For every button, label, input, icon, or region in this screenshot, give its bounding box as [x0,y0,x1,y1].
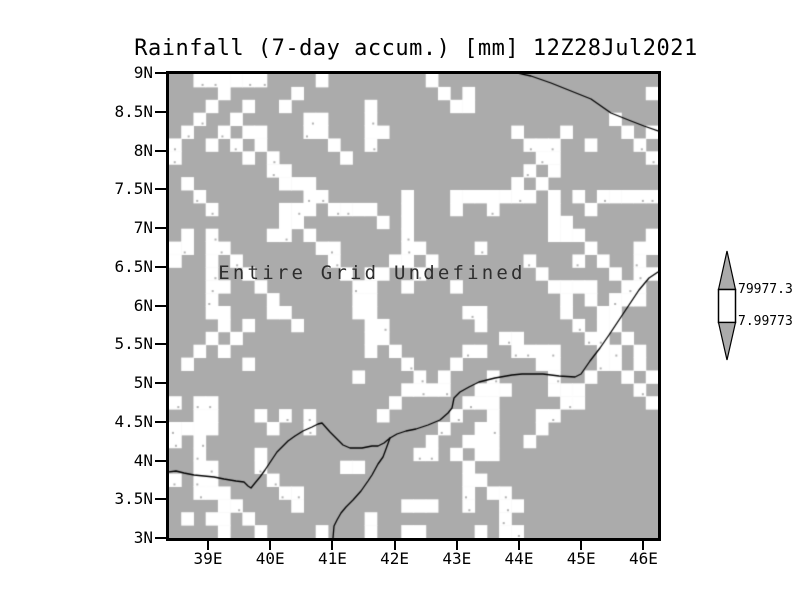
y-tick-label-3.5N: 3.5N [114,489,153,509]
map-canvas [169,74,658,538]
x-tick-42E [393,541,396,550]
y-tick-8N [155,149,166,152]
x-tick-label-46E: 46E [628,549,658,568]
colorbar-mid-band [717,288,737,324]
y-tick-9N [155,72,166,74]
y-tick-label-5.5N: 5.5N [114,334,153,354]
y-tick-label-4N: 4N [133,450,153,470]
x-tick-label-41E: 41E [317,549,347,568]
y-tick-3.5N [155,498,166,501]
y-tick-label-7N: 7N [133,218,153,237]
x-tick-46E [642,541,645,550]
colorbar-lower-arrow [717,321,737,361]
y-tick-label-7.5N: 7.5N [114,179,153,199]
plot-title: Rainfall (7-day accum.) [mm] 12Z28Jul202… [134,36,698,61]
y-tick-8.5N [155,110,166,113]
y-tick-label-5N: 5N [133,373,153,392]
y-tick-label-4.5N: 4.5N [114,411,153,431]
y-tick-4.5N [155,420,166,423]
x-tick-45E [580,541,583,550]
y-tick-5.5N [155,343,166,346]
x-tick-label-39E: 39E [193,549,223,568]
x-tick-44E [518,541,520,550]
y-tick-7.5N [155,188,166,191]
y-tick-5N [155,382,166,384]
y-tick-label-6N: 6N [133,295,153,315]
colorbar [717,250,737,361]
x-tick-label-44E: 44E [504,549,534,568]
x-tick-40E [269,541,272,550]
x-tick-label-45E: 45E [566,549,596,568]
colorbar-upper-label: 79977.3 [738,282,792,297]
undefined-grid-message: Entire Grid Undefined [218,262,526,284]
y-tick-7N [155,227,166,229]
colorbar-lower-label: 7.99773 [738,314,792,329]
x-tick-43E [455,541,458,550]
y-tick-label-8.5N: 8.5N [114,101,153,121]
y-tick-label-6.5N: 6.5N [114,256,153,276]
y-tick-4N [155,459,166,462]
x-tick-label-42E: 42E [380,549,410,568]
x-tick-label-40E: 40E [255,549,285,568]
y-tick-6.5N [155,265,166,268]
y-tick-6N [155,304,166,307]
x-tick-41E [331,541,334,550]
y-tick-3N [155,537,166,539]
y-tick-label-8N: 8N [133,140,153,160]
y-tick-label-3N: 3N [133,528,153,547]
y-tick-label-9N: 9N [133,63,153,82]
x-tick-39E [207,541,209,550]
map-frame [166,71,661,541]
colorbar-upper-arrow [717,250,737,291]
x-tick-label-43E: 43E [442,549,472,568]
